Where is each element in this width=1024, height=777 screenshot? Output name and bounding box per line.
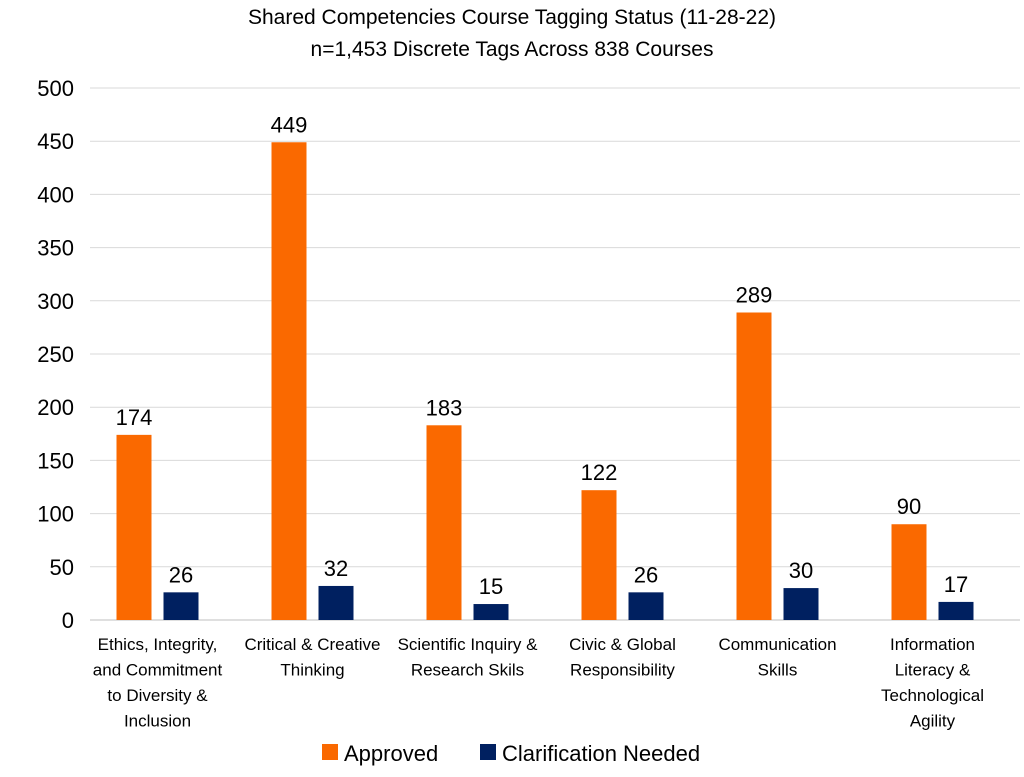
bar-clarification-needed xyxy=(938,601,974,620)
bar-clarification-needed xyxy=(163,592,199,620)
bar-clarification-needed xyxy=(318,585,354,620)
x-axis: Ethics, Integrity, and Commitment to Diver… xyxy=(93,635,984,731)
category-label: Information Literacy & Technological Agilit… xyxy=(881,635,984,731)
bar-approved xyxy=(116,434,152,620)
data-label: 174 xyxy=(116,405,153,430)
bar-clarification-needed xyxy=(783,588,819,620)
y-tick-label: 250 xyxy=(37,342,74,367)
y-tick-label: 450 xyxy=(37,129,74,154)
data-label: 289 xyxy=(736,283,773,308)
data-label: 17 xyxy=(944,572,968,597)
bar-clarification-needed xyxy=(473,604,509,620)
y-tick-label: 100 xyxy=(37,502,74,527)
bars: 174 26 449 32 183 15 122 26 289 30 90 17 xyxy=(116,112,974,620)
y-tick-label: 300 xyxy=(37,289,74,314)
gridlines xyxy=(90,87,1020,621)
data-label: 26 xyxy=(634,562,658,587)
y-tick-label: 150 xyxy=(37,448,74,473)
bar-approved xyxy=(426,425,462,620)
category-label: Scientific Inquiry & Research Skils xyxy=(398,635,538,680)
y-tick-label: 350 xyxy=(37,236,74,261)
bar-approved xyxy=(891,524,927,620)
legend-swatch xyxy=(480,744,496,760)
data-label: 183 xyxy=(426,395,463,420)
chart-title: Shared Competencies Course Tagging Statu… xyxy=(248,6,776,29)
bar-approved xyxy=(271,142,307,620)
y-tick-label: 0 xyxy=(62,608,74,633)
data-label: 30 xyxy=(789,558,813,583)
y-tick-label: 400 xyxy=(37,182,74,207)
legend-label: Approved xyxy=(344,741,438,766)
data-label: 26 xyxy=(169,562,193,587)
data-label: 122 xyxy=(581,460,618,485)
category-label: Ethics, Integrity, and Commitment to Diver… xyxy=(93,635,223,731)
chart-subtitle: n=1,453 Discrete Tags Across 838 Courses xyxy=(311,38,714,61)
data-label: 32 xyxy=(324,556,348,581)
legend: Approved Clarification Needed xyxy=(322,741,700,766)
y-tick-label: 200 xyxy=(37,395,74,420)
y-tick-label: 500 xyxy=(37,76,74,101)
data-label: 449 xyxy=(271,112,308,137)
category-label: Critical & Creative Thinking xyxy=(244,635,380,680)
legend-swatch xyxy=(322,744,338,760)
y-axis: 0 50 100 150 200 250 300 350 400 450 500 xyxy=(37,76,74,633)
bar-clarification-needed xyxy=(628,592,664,620)
bar-approved xyxy=(736,312,772,620)
category-label: Communication Skills xyxy=(718,635,836,680)
bar-approved xyxy=(581,490,617,620)
data-label: 15 xyxy=(479,574,503,599)
legend-label: Clarification Needed xyxy=(502,741,700,766)
data-label: 90 xyxy=(897,494,921,519)
category-label: Civic & Global Responsibility xyxy=(569,635,676,680)
y-tick-label: 50 xyxy=(50,555,74,580)
